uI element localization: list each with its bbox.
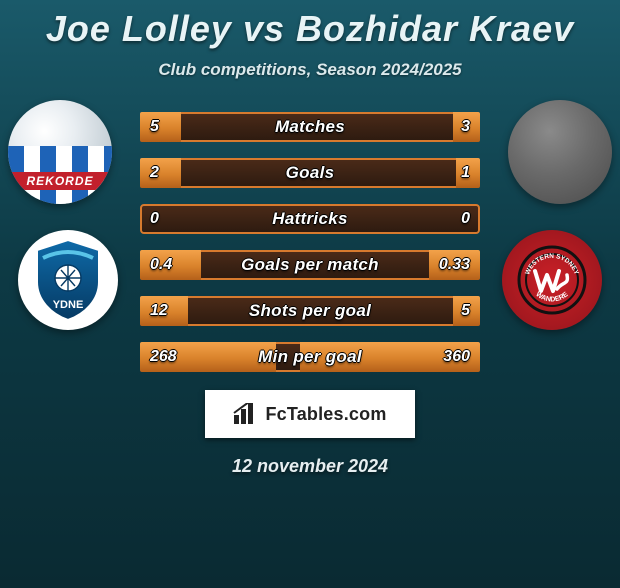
svg-text:WESTERN SYDNEY: WESTERN SYDNEY	[524, 253, 580, 277]
comparison-stage: REKORDE YDNE WESTERN SYDNEY	[0, 108, 620, 372]
fctables-logo-icon	[233, 403, 259, 425]
stat-row: 53Matches	[140, 112, 480, 142]
stat-label: Shots per goal	[140, 296, 480, 326]
stat-label: Goals per match	[140, 250, 480, 280]
player2-club-badge: WESTERN SYDNEY WANDERE	[502, 230, 602, 330]
stat-row: 125Shots per goal	[140, 296, 480, 326]
brand-box[interactable]: FcTables.com	[205, 390, 415, 438]
page-title: Joe Lolley vs Bozhidar Kraev	[0, 8, 620, 50]
stat-label: Matches	[140, 112, 480, 142]
player2-avatar	[508, 100, 612, 204]
stat-label: Min per goal	[140, 342, 480, 372]
player1-jersey-text: REKORDE	[8, 172, 112, 190]
stat-row: 00Hattricks	[140, 204, 480, 234]
player1-avatar: REKORDE	[8, 100, 112, 204]
stat-label: Goals	[140, 158, 480, 188]
vs-text: vs	[243, 8, 285, 49]
club-left-label: YDNE	[53, 299, 84, 311]
sydney-fc-icon: YDNE	[33, 238, 103, 322]
stat-bars: 53Matches 21Goals 00Hattricks 0.40.33Goals …	[140, 108, 480, 372]
brand-text: FcTables.com	[265, 404, 386, 425]
player1-name: Joe Lolley	[46, 8, 232, 49]
stat-row: 0.40.33Goals per match	[140, 250, 480, 280]
stat-row: 21Goals	[140, 158, 480, 188]
subtitle: Club competitions, Season 2024/2025	[0, 60, 620, 80]
player2-name: Bozhidar Kraev	[296, 8, 574, 49]
ws-wanderers-icon: WESTERN SYDNEY WANDERE	[517, 245, 587, 315]
stat-row: 268360Min per goal	[140, 342, 480, 372]
stat-label: Hattricks	[140, 204, 480, 234]
player1-club-badge: YDNE	[18, 230, 118, 330]
date-text: 12 november 2024	[0, 456, 620, 477]
